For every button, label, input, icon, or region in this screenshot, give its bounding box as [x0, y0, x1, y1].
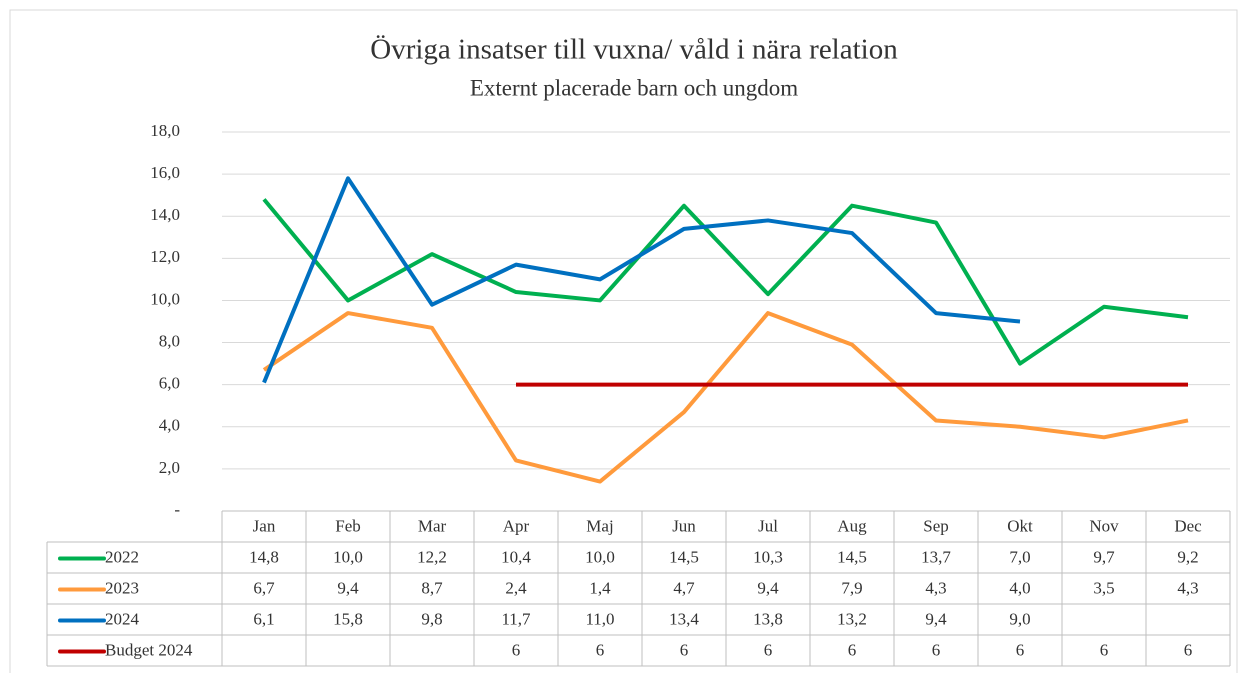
- series-line: [262, 176, 1021, 384]
- table-value: 10,0: [585, 547, 615, 566]
- x-tick-label: Sep: [923, 516, 949, 535]
- x-tick-label: Okt: [1007, 516, 1033, 535]
- table-value: 2,4: [505, 578, 527, 597]
- table-value: 14,5: [669, 547, 699, 566]
- table-value: 7,9: [841, 578, 862, 597]
- x-tick-label: Mar: [418, 516, 447, 535]
- y-tick-label: 10,0: [150, 289, 180, 308]
- table-value: 8,7: [421, 578, 443, 597]
- table-value: 13,4: [669, 609, 699, 628]
- table-value: 13,8: [753, 609, 783, 628]
- table-value: 6: [932, 640, 941, 659]
- series-line: [262, 311, 1189, 484]
- table-value: 10,3: [753, 547, 783, 566]
- y-tick-label: 2,0: [159, 458, 180, 477]
- y-tick-label: 8,0: [159, 331, 180, 350]
- x-tick-label: Jan: [253, 516, 276, 535]
- y-tick-label: 18,0: [150, 121, 180, 140]
- x-tick-label: Feb: [335, 516, 361, 535]
- table-value: 13,7: [921, 547, 951, 566]
- table-value: 6: [512, 640, 521, 659]
- y-tick-label: -: [174, 500, 180, 519]
- table-value: 6: [764, 640, 773, 659]
- table-value: 9,0: [1009, 609, 1030, 628]
- table-value: 9,7: [1093, 547, 1115, 566]
- y-tick-label: 14,0: [150, 205, 180, 224]
- table-value: 4,7: [673, 578, 695, 597]
- table-value: 6: [1184, 640, 1193, 659]
- table-value: 12,2: [417, 547, 447, 566]
- y-tick-label: 12,0: [150, 247, 180, 266]
- table-value: 4,3: [1177, 578, 1198, 597]
- legend-label: 2023: [105, 578, 139, 597]
- table-value: 9,8: [421, 609, 442, 628]
- legend-label: 2024: [105, 609, 140, 628]
- table-value: 7,0: [1009, 547, 1030, 566]
- table-value: 4,3: [925, 578, 946, 597]
- x-tick-label: Apr: [503, 516, 530, 535]
- legend-label: 2022: [105, 547, 139, 566]
- table-value: 14,5: [837, 547, 867, 566]
- x-tick-label: Maj: [586, 516, 613, 535]
- chart-subtitle: Externt placerade barn och ungdom: [470, 75, 798, 100]
- table-value: 1,4: [589, 578, 611, 597]
- table-value: 6: [596, 640, 605, 659]
- x-tick-label: Jun: [672, 516, 696, 535]
- table-value: 14,8: [249, 547, 279, 566]
- table-value: 6,7: [253, 578, 275, 597]
- chart-frame: [9, 9, 1238, 673]
- table-value: 3,5: [1093, 578, 1114, 597]
- table-value: 4,0: [1009, 578, 1030, 597]
- y-tick-label: 6,0: [159, 374, 180, 393]
- table-value: 6: [1016, 640, 1025, 659]
- table-value: 6: [848, 640, 857, 659]
- series-line: [262, 198, 1189, 366]
- table-value: 9,4: [925, 609, 947, 628]
- x-tick-label: Dec: [1174, 516, 1202, 535]
- table-value: 9,4: [757, 578, 779, 597]
- x-tick-label: Jul: [758, 516, 778, 535]
- y-tick-label: 16,0: [150, 163, 180, 182]
- legend-label: Budget 2024: [105, 640, 193, 659]
- y-tick-label: 4,0: [159, 416, 180, 435]
- table-value: 10,4: [501, 547, 531, 566]
- table-value: 13,2: [837, 609, 867, 628]
- table-value: 15,8: [333, 609, 363, 628]
- table-value: 11,0: [585, 609, 614, 628]
- table-value: 9,4: [337, 578, 359, 597]
- table-value: 9,2: [1177, 547, 1198, 566]
- x-tick-label: Nov: [1089, 516, 1119, 535]
- table-value: 6: [1100, 640, 1109, 659]
- table-value: 10,0: [333, 547, 363, 566]
- table-value: 6: [680, 640, 689, 659]
- x-tick-label: Aug: [837, 516, 867, 535]
- table-value: 6,1: [253, 609, 274, 628]
- table-value: 11,7: [501, 609, 531, 628]
- chart-title: Övriga insatser till vuxna/ våld i nära …: [370, 34, 898, 66]
